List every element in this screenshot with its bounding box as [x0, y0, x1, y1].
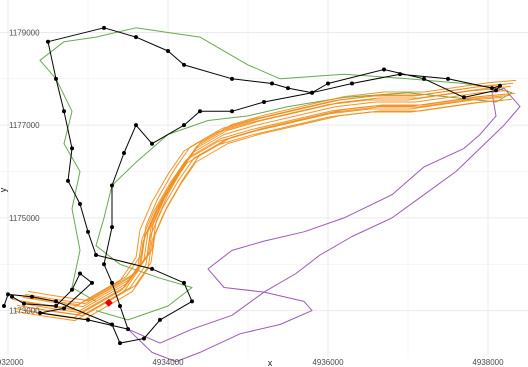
data-point	[110, 322, 114, 327]
data-point	[182, 123, 186, 128]
data-point	[142, 336, 146, 341]
y-tick-label: 1177000	[9, 121, 40, 130]
data-point	[86, 317, 90, 322]
data-point	[10, 294, 14, 299]
data-point	[182, 280, 186, 285]
data-point	[22, 301, 26, 306]
y-tick-label: 1175000	[9, 214, 40, 223]
data-point	[286, 86, 290, 91]
data-point	[6, 292, 10, 297]
data-point	[126, 327, 130, 332]
data-point	[46, 39, 50, 44]
data-point	[498, 83, 502, 88]
data-point	[190, 299, 194, 304]
data-point	[62, 109, 66, 114]
data-point	[446, 76, 450, 81]
series-track-2-10	[14, 99, 504, 322]
data-point	[462, 95, 466, 100]
y-tick-labels: 1173000 1175000 1177000 1179000	[9, 28, 40, 315]
data-point	[86, 229, 90, 234]
data-point	[30, 294, 34, 299]
data-point	[62, 306, 66, 311]
data-point	[230, 109, 234, 114]
data-point	[70, 146, 74, 151]
data-point	[70, 287, 74, 292]
data-point	[198, 109, 202, 114]
x-tick-label: 4932000	[0, 358, 24, 367]
data-point	[150, 266, 154, 271]
series-line-1	[127, 87, 521, 363]
data-point	[158, 317, 162, 322]
data-point	[490, 86, 494, 91]
x-tick-label: 4938000	[472, 358, 504, 367]
data-point	[94, 253, 98, 257]
data-point	[90, 280, 94, 285]
data-point	[270, 81, 274, 86]
data-point	[182, 62, 186, 67]
data-point	[166, 49, 170, 53]
y-tick-label: 1173000	[9, 307, 40, 316]
data-point	[122, 151, 126, 155]
grid-lines	[0, 0, 528, 357]
data-point	[150, 141, 154, 146]
data-point	[54, 76, 58, 81]
data-point	[78, 271, 82, 276]
data-point	[38, 310, 42, 315]
series-layer	[3, 27, 521, 363]
points-layer	[2, 25, 502, 346]
data-point	[422, 76, 426, 81]
highlight-point	[104, 298, 113, 307]
data-point	[110, 225, 114, 230]
y-tick-label: 1179000	[9, 28, 40, 37]
x-axis-label: x	[268, 358, 273, 367]
x-tick-label: 4934000	[152, 358, 184, 367]
data-point	[54, 304, 58, 308]
data-point	[262, 100, 266, 104]
series-line-0	[39, 27, 513, 321]
data-point	[78, 202, 82, 206]
series-track-2-3	[13, 96, 503, 319]
y-axis-label: y	[0, 187, 8, 192]
series-line-3	[3, 27, 501, 344]
x-tick-labels: 4932000 4934000 4936000 4938000	[0, 358, 504, 367]
data-point	[118, 304, 122, 308]
data-point	[494, 88, 498, 93]
data-point	[102, 262, 106, 267]
data-point	[398, 72, 402, 77]
data-point	[102, 25, 106, 30]
data-point	[134, 35, 138, 40]
series-track-2-11	[27, 79, 517, 302]
data-point	[118, 341, 122, 346]
data-point	[110, 183, 114, 188]
data-point	[66, 178, 70, 183]
data-point	[2, 304, 6, 308]
data-point	[326, 81, 330, 86]
data-point	[350, 81, 354, 86]
data-point	[110, 280, 114, 285]
data-point	[134, 123, 138, 128]
data-point	[382, 67, 386, 72]
data-point	[230, 76, 234, 81]
series-track-2-8	[11, 87, 501, 310]
x-tick-label: 4936000	[312, 358, 344, 367]
data-point	[54, 299, 58, 304]
data-point	[310, 90, 314, 95]
